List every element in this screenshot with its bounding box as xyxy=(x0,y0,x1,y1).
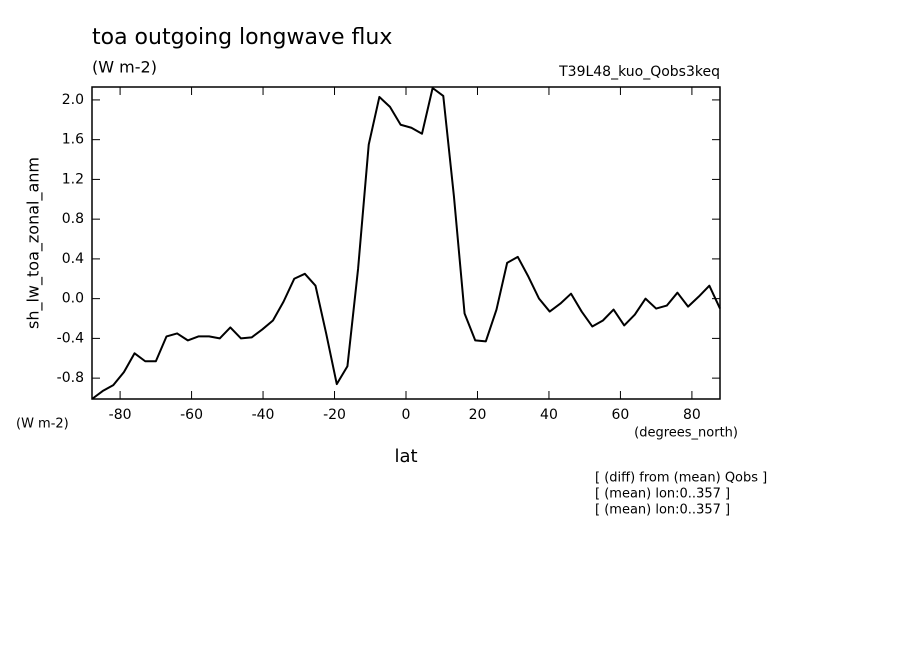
x-tick-label: -80 xyxy=(109,407,132,423)
x-tick-label: 0 xyxy=(402,407,411,423)
y-axis-label: sh_lw_toa_zonal_anm xyxy=(24,157,44,329)
x-axis-label: lat xyxy=(394,446,417,467)
chart-subtitle: (W m-2) xyxy=(92,58,157,77)
x-tick-label: -40 xyxy=(252,407,275,423)
x-tick-label: 80 xyxy=(683,407,701,423)
y-tick-label: -0.8 xyxy=(57,370,84,386)
y-units: (W m-2) xyxy=(16,417,69,432)
y-tick-label: -0.4 xyxy=(57,330,84,346)
x-tick-label: 40 xyxy=(540,407,558,423)
x-tick-label: -60 xyxy=(180,407,203,423)
chart-title: toa outgoing longwave flux xyxy=(92,25,392,50)
model-label: T39L48_kuo_Qobs3keq xyxy=(558,64,720,80)
plot-frame xyxy=(91,86,721,400)
x-tick-label: 60 xyxy=(612,407,630,423)
y-tick-label: 1.2 xyxy=(62,171,84,187)
x-tick-label: 20 xyxy=(469,407,487,423)
annotation: [ (mean) lon:0..357 ] xyxy=(595,487,730,502)
y-tick-label: 1.6 xyxy=(62,132,84,148)
annotation: [ (mean) lon:0..357 ] xyxy=(595,503,730,518)
y-tick-label: 2.0 xyxy=(62,92,84,108)
x-tick-label: -20 xyxy=(323,407,346,423)
annotation: [ (diff) from (mean) Qobs ] xyxy=(595,471,767,486)
data-line xyxy=(91,86,721,400)
x-units: (degrees_north) xyxy=(634,426,738,441)
y-tick-label: 0.4 xyxy=(62,251,84,267)
y-tick-label: 0.0 xyxy=(62,291,84,307)
y-tick-label: 0.8 xyxy=(62,211,84,227)
